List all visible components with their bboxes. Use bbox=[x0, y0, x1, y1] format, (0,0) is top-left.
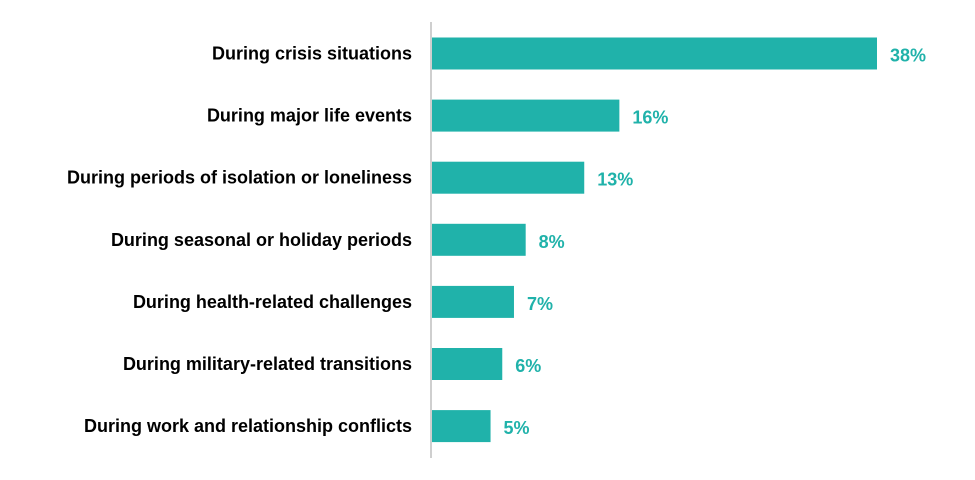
category-label-2: During major life events bbox=[207, 106, 412, 126]
bar-7 bbox=[432, 410, 491, 443]
category-label-1: During crisis situations bbox=[212, 44, 412, 64]
value-label-7: 5% bbox=[504, 418, 530, 438]
bar-5 bbox=[432, 285, 514, 318]
value-label-5: 7% bbox=[527, 294, 553, 314]
bar-6 bbox=[432, 348, 503, 380]
category-label-3: During periods of isolation or lonelines… bbox=[67, 168, 412, 188]
category-label-5: During health-related challenges bbox=[133, 292, 412, 312]
value-label-6: 6% bbox=[515, 356, 541, 376]
category-label-6: During military-related transitions bbox=[123, 354, 412, 374]
bar-1 bbox=[432, 37, 877, 70]
value-label-3: 13% bbox=[597, 170, 633, 190]
bar-3 bbox=[432, 161, 585, 194]
value-label-4: 8% bbox=[539, 232, 565, 252]
bars-layer bbox=[432, 37, 877, 443]
category-label-7: During work and relationship conflicts bbox=[84, 416, 412, 436]
labels-layer: During crisis situations 38% During major … bbox=[67, 44, 926, 439]
bar-4 bbox=[432, 223, 526, 256]
value-label-2: 16% bbox=[632, 108, 668, 128]
value-label-1: 38% bbox=[890, 46, 926, 66]
bar-2 bbox=[432, 99, 620, 132]
category-label-4: During seasonal or holiday periods bbox=[111, 230, 412, 250]
